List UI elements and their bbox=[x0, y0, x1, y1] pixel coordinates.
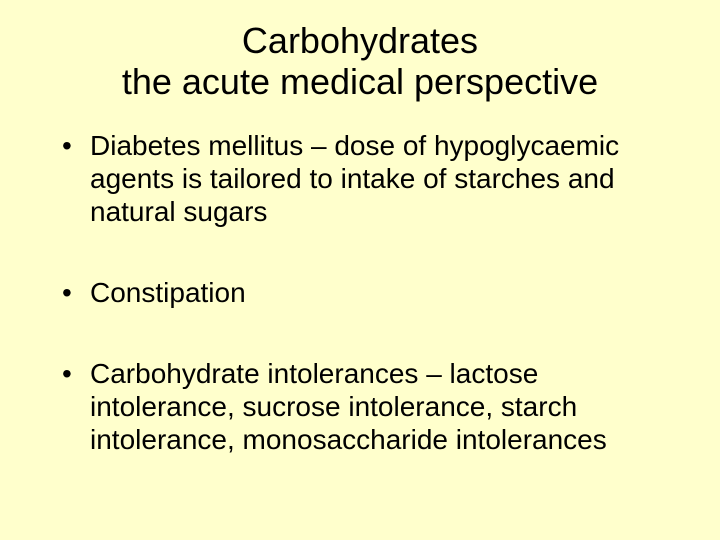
list-item: Constipation bbox=[50, 276, 670, 309]
slide-title: Carbohydrates the acute medical perspect… bbox=[50, 20, 670, 103]
list-item: Diabetes mellitus – dose of hypoglycaemi… bbox=[50, 129, 670, 228]
bullet-text: Diabetes mellitus – dose of hypoglycaemi… bbox=[90, 130, 619, 227]
slide: Carbohydrates the acute medical perspect… bbox=[0, 0, 720, 540]
list-item: Carbohydrate intolerances – lactose into… bbox=[50, 357, 670, 456]
title-line-1: Carbohydrates bbox=[242, 20, 478, 61]
bullet-list: Diabetes mellitus – dose of hypoglycaemi… bbox=[50, 129, 670, 456]
bullet-text: Constipation bbox=[90, 277, 246, 308]
bullet-text: Carbohydrate intolerances – lactose into… bbox=[90, 358, 607, 455]
title-line-2: the acute medical perspective bbox=[122, 61, 598, 102]
